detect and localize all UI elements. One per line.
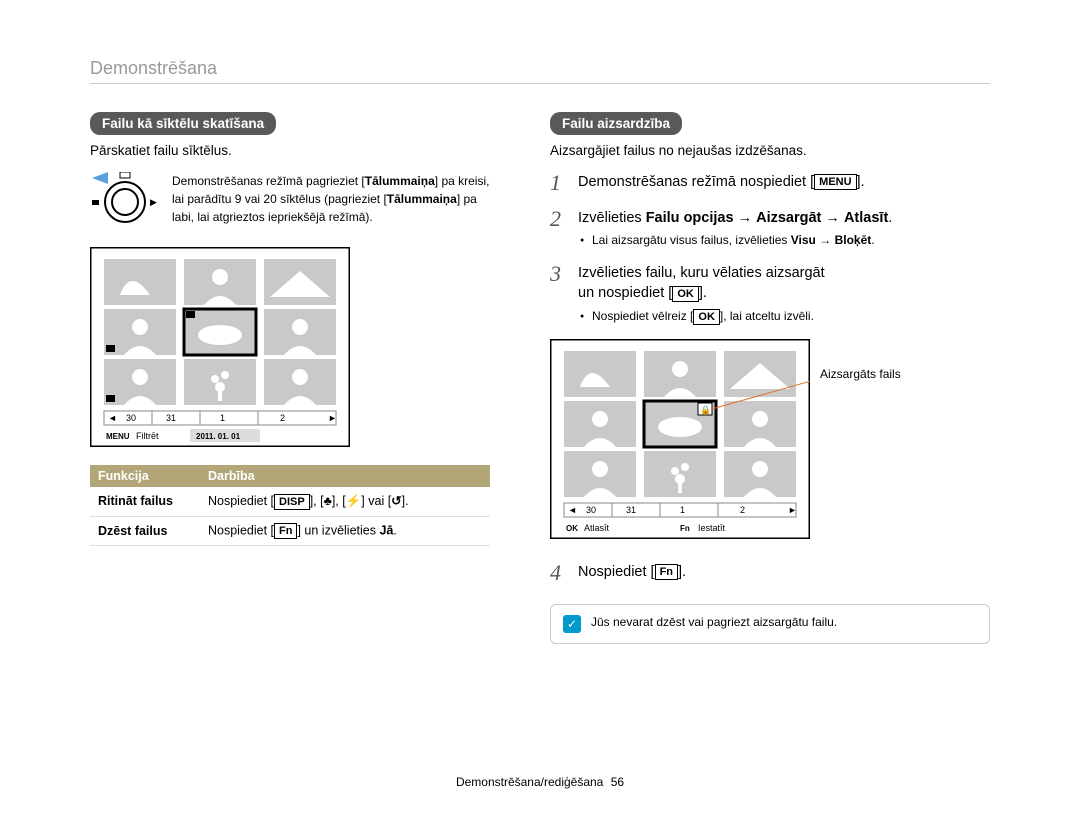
svg-text:Atlasīt: Atlasīt xyxy=(584,523,610,533)
ok-button-icon: OK xyxy=(693,309,720,325)
info-icon: ✓ xyxy=(563,615,581,633)
note-box: ✓ Jūs nevarat dzēst vai pagriezt aizsarg… xyxy=(550,604,990,644)
function-table: Funkcija Darbība Ritināt failus Nospiedi… xyxy=(90,465,490,546)
step-4: 4 Nospiediet [Fn]. xyxy=(550,562,990,584)
step-2-sub: Lai aizsargātu visus failus, izvēlieties… xyxy=(592,232,892,249)
th-action: Darbība xyxy=(200,465,490,487)
svg-text:Fn: Fn xyxy=(680,524,690,533)
svg-text:1: 1 xyxy=(220,413,225,423)
svg-text:Iestatīt: Iestatīt xyxy=(698,523,726,533)
svg-text:▶: ▶ xyxy=(150,197,157,207)
page-footer: Demonstrēšana/rediģēšana 56 xyxy=(0,775,1080,789)
zoom-dial-icon: ▶ xyxy=(90,172,160,233)
step-number: 3 xyxy=(550,263,568,324)
left-subtitle: Pārskatiet failu sīktēlus. xyxy=(90,143,490,158)
thumbnail-grid-figure-left: ◄ ► 30 31 1 2 MENU Filtrēt 2011. 01. 01 xyxy=(90,247,490,447)
svg-text:2011. 01. 01: 2011. 01. 01 xyxy=(196,432,241,441)
svg-text:30: 30 xyxy=(586,505,596,515)
step-number: 1 xyxy=(550,172,568,194)
step-2: 2 Izvēlieties Failu opcijas → Aizsargāt … xyxy=(550,208,990,249)
step-number: 4 xyxy=(550,562,568,584)
page-header: Demonstrēšana xyxy=(90,58,990,84)
step-3: 3 Izvēlieties failu, kuru vēlaties aizsa… xyxy=(550,263,990,324)
fn-button-icon: Fn xyxy=(274,523,297,539)
callout-protected-file: Aizsargāts fails xyxy=(820,367,901,381)
right-subtitle: Aizsargājiet failus no nejaušas izdzēšan… xyxy=(550,143,990,158)
fn-button-icon: Fn xyxy=(655,564,678,580)
note-text: Jūs nevarat dzēst vai pagriezt aizsargāt… xyxy=(591,615,837,629)
right-column: Failu aizsardzība Aizsargājiet failus no… xyxy=(550,112,990,644)
dial-description: Demonstrēšanas režīmā pagrieziet [Tālumm… xyxy=(172,172,490,226)
svg-text:🔒: 🔒 xyxy=(700,405,711,415)
svg-text:1: 1 xyxy=(680,505,685,515)
cell-delete-action: Nospiediet [Fn] un izvēlieties Jā. xyxy=(200,516,490,545)
step-3-sub: Nospiediet vēlreiz [OK], lai atceltu izv… xyxy=(592,308,825,325)
ok-button-icon: OK xyxy=(672,286,699,302)
svg-text:31: 31 xyxy=(626,505,636,515)
cell-delete-label: Dzēst failus xyxy=(90,516,200,545)
cell-scroll-label: Ritināt failus xyxy=(90,487,200,516)
svg-text:◄: ◄ xyxy=(568,505,577,515)
cell-scroll-action: Nospiediet [DISP], [♣], [⚡] vai [↺]. xyxy=(200,487,490,516)
svg-text:MENU: MENU xyxy=(106,432,130,441)
section-tag-protect: Failu aizsardzība xyxy=(550,112,682,135)
svg-text:Filtrēt: Filtrēt xyxy=(136,431,159,441)
svg-text:2: 2 xyxy=(740,505,745,515)
step-1: 1 Demonstrēšanas režīmā nospiediet [MENU… xyxy=(550,172,990,194)
svg-text:30: 30 xyxy=(126,413,136,423)
svg-text:◄: ◄ xyxy=(108,413,117,423)
svg-text:31: 31 xyxy=(166,413,176,423)
left-column: Failu kā sīktēlu skatīšana Pārskatiet fa… xyxy=(90,112,490,644)
disp-button-icon: DISP xyxy=(274,494,310,510)
svg-text:OK: OK xyxy=(566,524,578,533)
svg-text:►: ► xyxy=(328,413,337,423)
step-number: 2 xyxy=(550,208,568,249)
thumbnail-grid-figure-right: 🔒 ◄ ► 30 31 1 2 OK Atlasīt Fn xyxy=(550,339,810,544)
menu-button-icon: MENU xyxy=(814,174,856,190)
svg-text:►: ► xyxy=(788,505,797,515)
th-function: Funkcija xyxy=(90,465,200,487)
svg-text:2: 2 xyxy=(280,413,285,423)
section-tag-thumbnails: Failu kā sīktēlu skatīšana xyxy=(90,112,276,135)
